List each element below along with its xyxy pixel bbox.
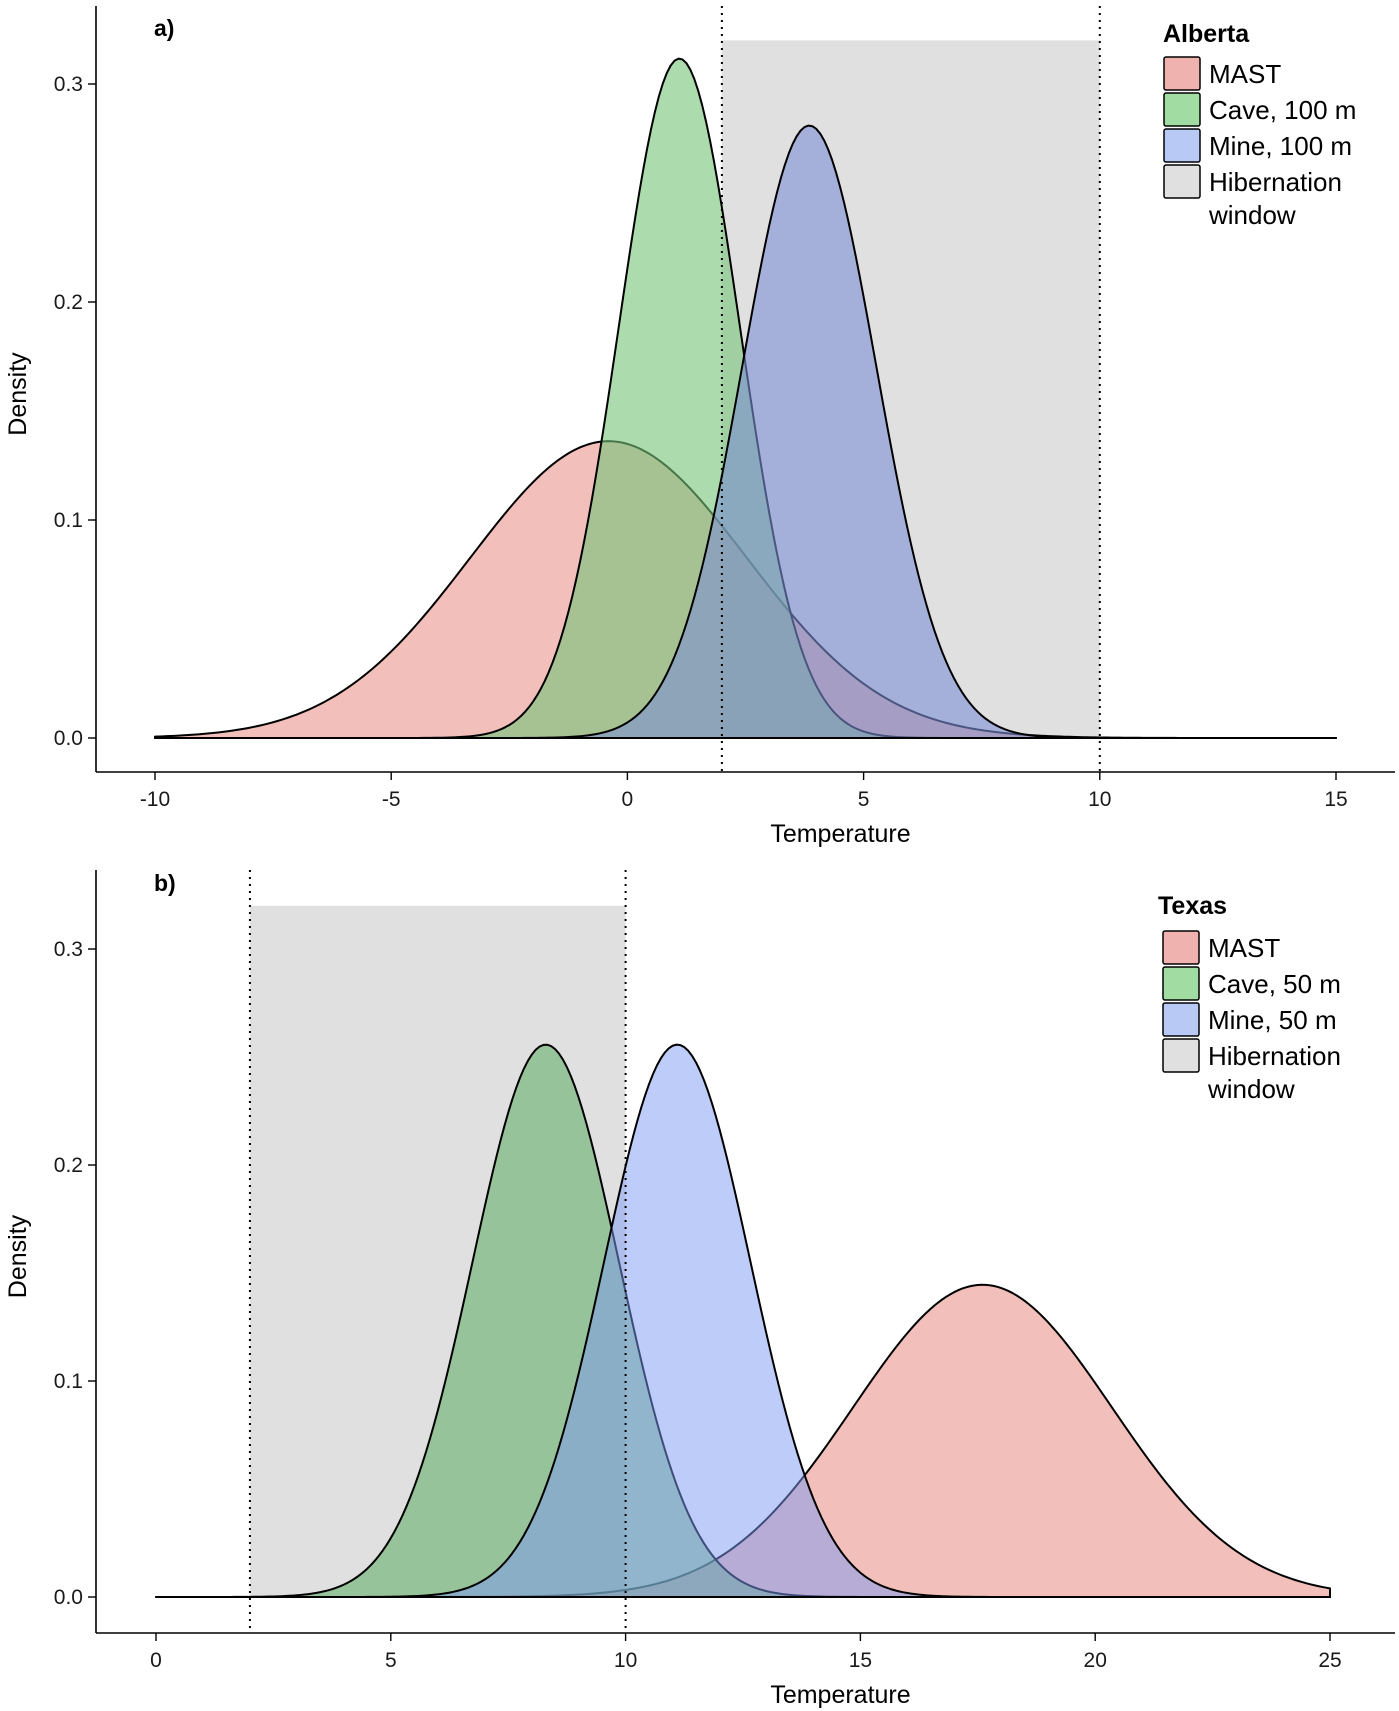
legend-title: Texas [1158, 892, 1227, 920]
panel-b: 0 5 10 15 20 25 0.0 0.1 0.2 0.3 Temperature Density… [4, 870, 1395, 1709]
legend-key-3 [1163, 128, 1201, 163]
y-tick-label: 0.0 [54, 1586, 83, 1609]
legend-label-4-line2: window [1207, 1074, 1295, 1104]
legend-label-4-line2: window [1208, 200, 1296, 230]
legend-key-2 [1162, 966, 1200, 1001]
x-tick-label: -10 [140, 788, 170, 811]
x-tick-label: 0 [150, 1649, 162, 1672]
x-tick-label: 15 [1324, 788, 1347, 811]
y-tick-label: 0.3 [54, 938, 83, 961]
x-tick-label: 0 [622, 788, 634, 811]
y-tick-label: 0.2 [54, 1154, 83, 1177]
x-tick-label: 10 [1088, 788, 1111, 811]
legend: Texas MAST Cave, 50 m Mine, 50 m Hibernation… [1158, 892, 1341, 1104]
panel-a: -10 -5 0 5 10 15 0.0 0.1 0.2 0.3 Temperature Densit… [4, 6, 1395, 848]
y-axis-title: Density [4, 1214, 32, 1298]
x-tick-label: 5 [858, 788, 870, 811]
legend-label-2: Cave, 50 m [1208, 969, 1341, 999]
x-tick-label: 5 [385, 1649, 397, 1672]
y-tick-label: 0.2 [54, 291, 83, 314]
x-tick-label: 20 [1084, 1649, 1107, 1672]
x-tick-label: 25 [1318, 1649, 1341, 1672]
y-tick-label: 0.3 [54, 73, 83, 96]
legend-key-1 [1163, 56, 1201, 91]
legend-key-3 [1162, 1002, 1200, 1037]
x-axis-title: Temperature [770, 820, 910, 848]
legend-key-1 [1162, 930, 1200, 965]
x-axis-title: Temperature [770, 1681, 910, 1709]
y-tick-label: 0.1 [54, 509, 83, 532]
y-tick-label: 0.0 [54, 727, 83, 750]
legend-label-1: MAST [1209, 59, 1281, 89]
legend-label-4: Hibernation [1208, 1041, 1341, 1071]
legend-label-3: Mine, 50 m [1208, 1005, 1337, 1035]
y-tick-label: 0.1 [54, 1370, 83, 1393]
x-tick-label: 10 [614, 1649, 637, 1672]
density-area-mine-100-m [154, 124, 1337, 739]
legend-key-2 [1163, 92, 1201, 127]
y-axis-title: Density [4, 352, 32, 436]
legend-key-4 [1162, 1038, 1200, 1073]
legend-label-4: Hibernation [1209, 167, 1342, 197]
x-tick-label: -5 [382, 788, 401, 811]
legend: Alberta MAST Cave, 100 m Mine, 100 m Hiberna… [1163, 20, 1356, 230]
panel-label: a) [154, 15, 174, 41]
legend-label-2: Cave, 100 m [1209, 95, 1356, 125]
density-area-mine-50-m [155, 1043, 1331, 1598]
legend-label-3: Mine, 100 m [1209, 131, 1352, 161]
legend-label-1: MAST [1208, 933, 1280, 963]
legend-title: Alberta [1163, 20, 1250, 48]
legend-key-4 [1163, 164, 1201, 199]
panel-label: b) [154, 870, 176, 896]
x-tick-label: 15 [849, 1649, 872, 1672]
